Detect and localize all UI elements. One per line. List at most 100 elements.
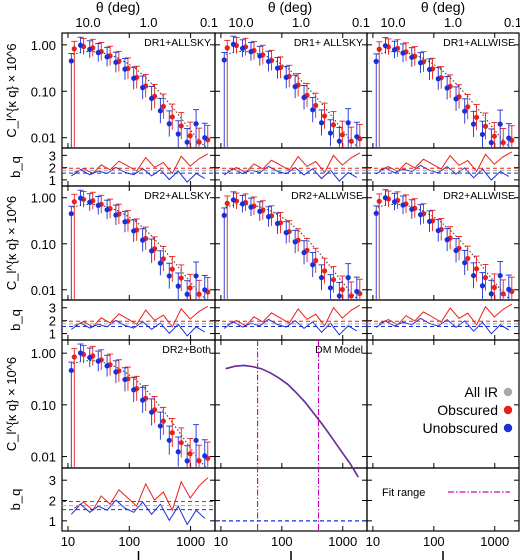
top-axis-label-2: θ (deg)	[268, 0, 312, 15]
bq-line	[379, 303, 513, 326]
data-point	[221, 212, 227, 218]
panel-label: DR2+Both	[162, 344, 211, 356]
data-point	[265, 214, 272, 220]
data-point	[104, 363, 110, 369]
data-point	[417, 212, 424, 218]
panel-8: DM Model	[214, 339, 368, 532]
data-point	[274, 220, 281, 227]
data-point	[354, 288, 360, 295]
data-point	[462, 260, 468, 266]
data-point	[184, 458, 190, 464]
data-point	[376, 46, 382, 52]
data-point	[131, 387, 137, 393]
cl-frame	[366, 32, 520, 149]
data-point	[382, 43, 389, 49]
bq-frame	[214, 467, 368, 532]
data-point	[327, 130, 334, 136]
data-point	[239, 45, 246, 51]
data-point	[283, 230, 289, 236]
data-point	[348, 293, 354, 299]
x-tick-label: 1000	[480, 534, 509, 549]
data-point	[453, 96, 459, 102]
cl-frame	[366, 185, 520, 301]
top-tick-label: 1.0	[444, 15, 462, 30]
bq-frame	[61, 467, 216, 532]
data-point	[71, 46, 77, 52]
data-point	[409, 54, 415, 60]
cl-frame	[214, 32, 368, 149]
data-point	[313, 257, 319, 264]
y-tick-label: 0.10	[31, 237, 56, 252]
y-tick-label: 1.00	[31, 191, 56, 206]
y-tick-label: 2	[49, 494, 56, 509]
data-point	[330, 277, 337, 283]
data-point	[444, 85, 450, 91]
cl-frame	[61, 32, 216, 149]
data-point	[310, 262, 316, 268]
data-point	[444, 237, 450, 243]
panel-4: DR2+ALLSKY	[61, 185, 216, 341]
data-point	[71, 354, 77, 360]
data-point	[482, 275, 489, 281]
legend-marker	[503, 405, 513, 415]
data-point	[169, 266, 175, 272]
data-point	[178, 440, 184, 446]
y-tick-label: 0.01	[31, 450, 56, 465]
data-point	[131, 75, 137, 81]
data-point	[435, 227, 441, 234]
bq-line	[74, 153, 209, 175]
data-point	[318, 120, 325, 126]
data-point	[301, 249, 307, 256]
data-point	[196, 291, 202, 297]
data-point	[140, 84, 146, 91]
legend-marker	[503, 387, 513, 397]
bq-line	[223, 165, 358, 182]
y-tick-label: 0.01	[31, 131, 56, 146]
data-point	[470, 121, 477, 127]
bq-line	[227, 304, 361, 327]
y-axis-label-cl: C_l^{κ q} × 10^6	[4, 196, 19, 290]
panel-label: DR2+ALLWISE	[291, 190, 363, 202]
panel-label: DR1+ ALLSKY	[294, 37, 363, 49]
data-point	[479, 283, 486, 289]
y-tick-label: 2	[49, 314, 56, 329]
legend-label: Obscured	[437, 402, 498, 418]
data-point	[166, 437, 172, 443]
data-point	[202, 135, 208, 141]
y-tick-label: 0.01	[31, 283, 56, 298]
x-tick-label: 100	[118, 534, 140, 549]
x-tick-label: 10	[366, 534, 380, 549]
data-point	[426, 218, 433, 225]
data-point	[131, 228, 137, 234]
top-tick-label: 10.0	[380, 15, 405, 30]
cl-frame	[61, 185, 216, 301]
data-point	[113, 59, 119, 65]
data-point	[68, 367, 74, 374]
y-axis-label-bq: b_q	[8, 489, 23, 511]
cl-frame	[61, 339, 216, 469]
data-point	[122, 376, 128, 383]
y-tick-label: 1	[49, 173, 56, 188]
data-point	[224, 200, 230, 206]
top-axis-titles: θ (deg) θ (deg) θ (deg)	[96, 0, 465, 15]
y-tick-label: 0.10	[31, 84, 56, 99]
data-point	[391, 47, 398, 53]
data-point	[400, 202, 406, 208]
data-point	[178, 275, 184, 281]
data-point	[283, 74, 289, 80]
data-point	[500, 291, 506, 297]
data-point	[426, 66, 433, 73]
panel-2: DR1+ ALLSKY	[214, 32, 368, 187]
data-point	[184, 139, 190, 145]
top-tick-label: 0.1	[352, 15, 370, 30]
data-point	[202, 453, 208, 459]
data-point	[157, 260, 163, 266]
data-point	[196, 458, 202, 464]
data-point	[330, 122, 337, 128]
data-point	[435, 76, 441, 82]
data-point	[160, 418, 166, 424]
data-point	[473, 266, 480, 272]
data-point	[339, 286, 345, 293]
data-point	[265, 58, 272, 64]
data-point	[506, 135, 512, 141]
